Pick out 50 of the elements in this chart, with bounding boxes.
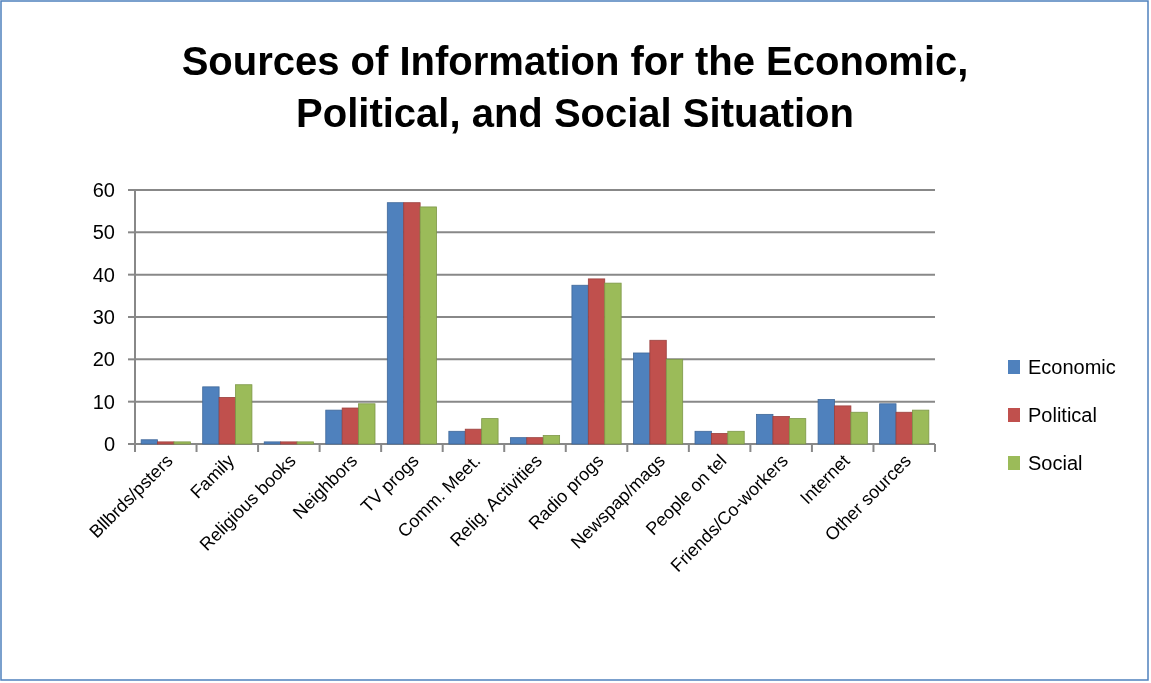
bar <box>788 418 807 445</box>
bar <box>218 397 236 445</box>
bar <box>895 411 913 445</box>
y-tick-label: 40 <box>92 263 115 286</box>
bar <box>665 358 684 445</box>
bar <box>235 384 253 445</box>
y-tick-label: 10 <box>92 390 115 413</box>
bar <box>879 403 897 445</box>
bar <box>526 437 544 445</box>
bar <box>756 413 774 445</box>
bar <box>481 418 499 445</box>
bar <box>912 409 930 445</box>
bar <box>649 339 667 445</box>
bar <box>358 403 376 445</box>
y-tick-label: 60 <box>92 179 115 201</box>
legend-label: Political <box>1028 404 1097 426</box>
bar <box>419 206 437 445</box>
bar <box>817 399 835 445</box>
bar <box>296 441 314 445</box>
bar <box>263 441 282 445</box>
bar <box>280 441 298 445</box>
y-tick-label: 0 <box>103 433 115 455</box>
bar <box>604 282 622 445</box>
bar <box>202 386 220 445</box>
bar <box>571 284 589 445</box>
bar <box>772 416 790 445</box>
bar <box>386 202 405 445</box>
bar <box>173 441 191 445</box>
bar <box>448 430 466 445</box>
bar <box>711 433 729 445</box>
bar <box>694 430 712 445</box>
bar <box>341 407 359 445</box>
bar <box>140 439 158 445</box>
bar <box>587 278 606 445</box>
chart-title: Sources of Information for the Economic, Political, and Social Situation <box>181 39 969 135</box>
bar <box>509 437 528 445</box>
bar <box>157 441 175 445</box>
bar <box>325 409 343 445</box>
y-tick-label: 30 <box>92 306 115 328</box>
bar <box>633 352 651 445</box>
bar <box>834 405 852 445</box>
bar <box>464 428 483 445</box>
bar <box>727 430 745 445</box>
legend-label: Social <box>1028 452 1083 474</box>
bar <box>850 411 868 445</box>
bar <box>542 435 561 445</box>
y-tick-label: 20 <box>92 348 115 371</box>
y-tick-label: 50 <box>92 221 115 244</box>
legend-label: Economic <box>1028 356 1116 378</box>
bar <box>403 202 421 445</box>
